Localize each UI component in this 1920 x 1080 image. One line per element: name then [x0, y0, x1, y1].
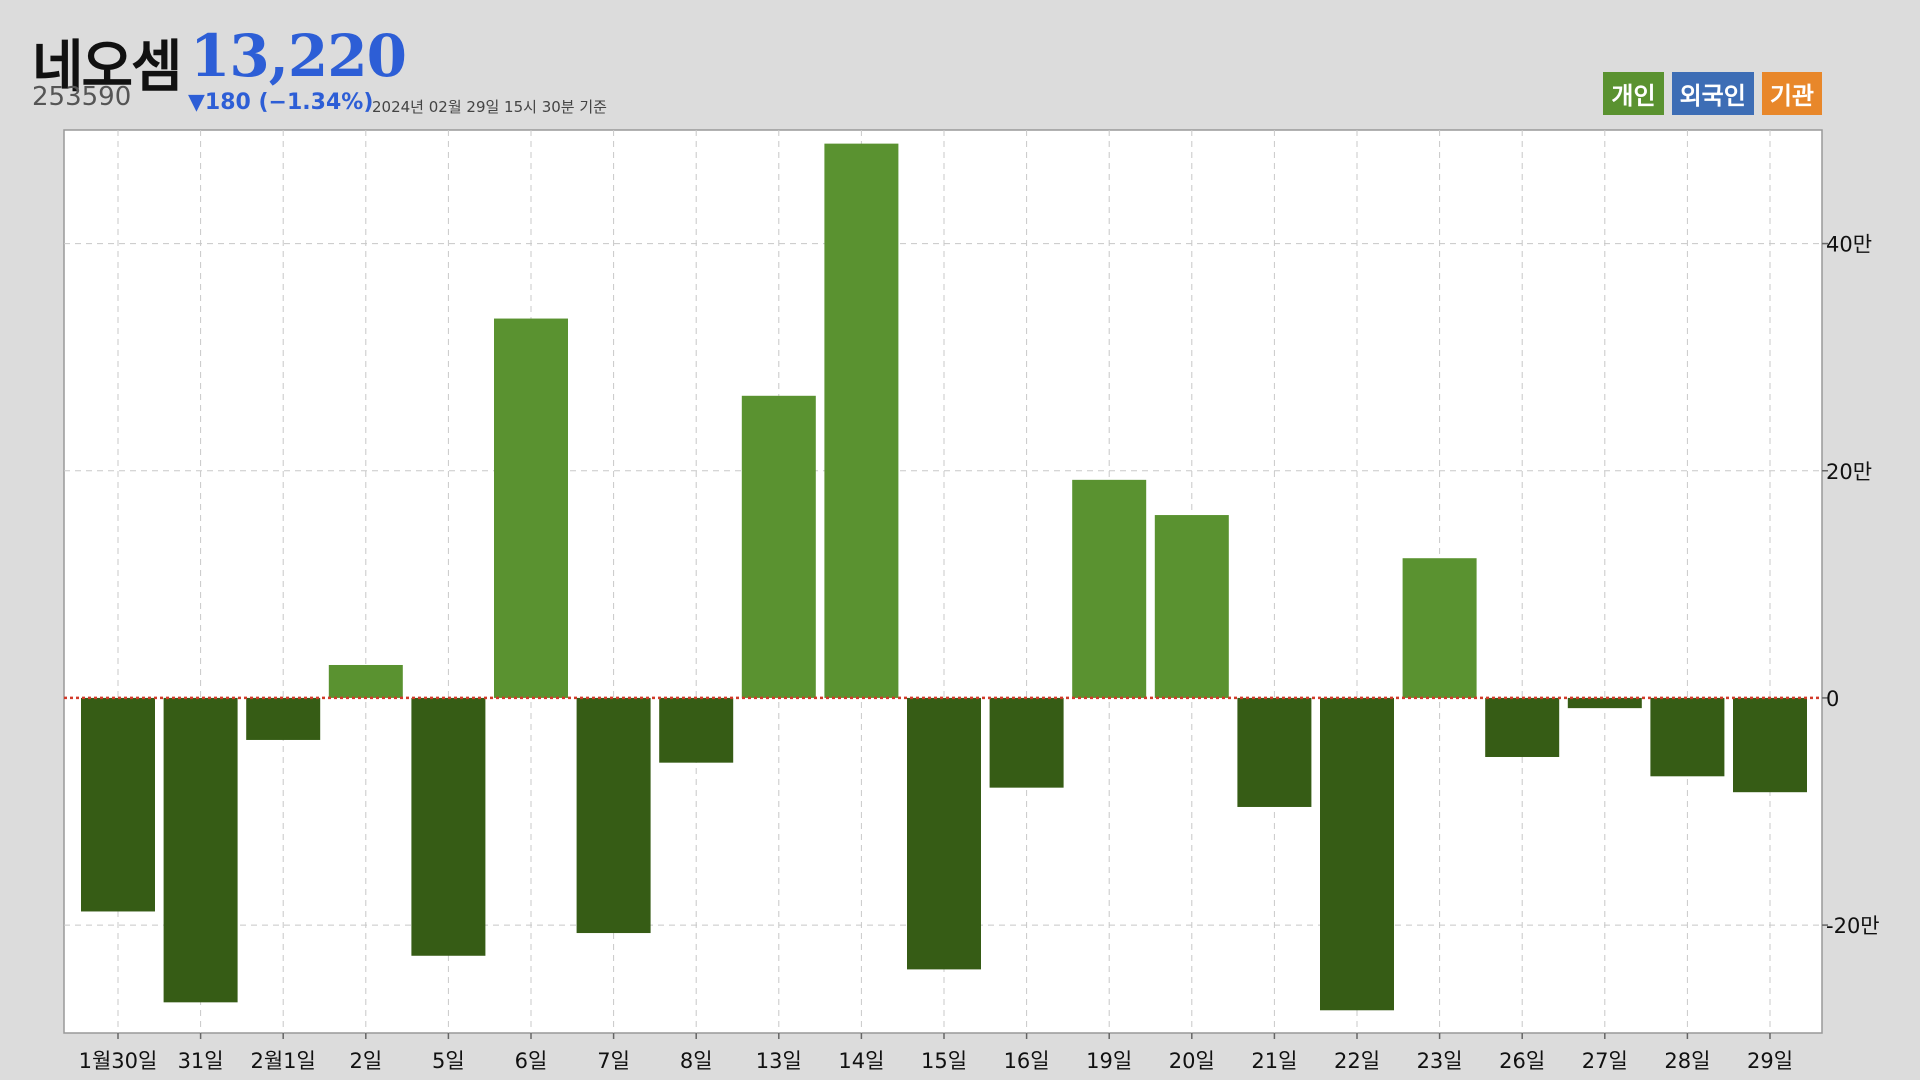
legend-item-individual[interactable]: 개인 — [1603, 72, 1664, 115]
price-change: ▼180 (−1.34%) — [188, 90, 374, 115]
stock-price: 13,220 — [190, 22, 407, 90]
chart-header: 네오셈 13,220 253590 ▼180 (−1.34%) 2024년 02… — [0, 0, 1920, 130]
x-tick-label: 2월1일 — [251, 1049, 316, 1073]
x-tick-label: 26일 — [1499, 1049, 1545, 1073]
y-tick-label: -20만 — [1826, 914, 1880, 938]
bar — [1650, 697, 1725, 777]
x-tick-label: 16일 — [1004, 1049, 1050, 1073]
legend-item-institution[interactable]: 기관 — [1761, 72, 1822, 115]
x-tick-label: 2일 — [349, 1049, 382, 1073]
x-tick-label: 1월30일 — [79, 1049, 158, 1073]
x-tick-label: 28일 — [1664, 1049, 1710, 1073]
bar — [1402, 558, 1477, 698]
x-tick-label: 23일 — [1417, 1049, 1463, 1073]
timestamp: 2024년 02월 29일 15시 30분 기준 — [372, 98, 607, 116]
bar — [907, 697, 981, 970]
bar — [1072, 479, 1147, 698]
bar — [411, 697, 486, 956]
bar — [1237, 697, 1312, 807]
x-tick-label: 13일 — [756, 1049, 802, 1073]
bar — [1154, 515, 1229, 698]
bar — [494, 318, 568, 698]
bar — [576, 697, 651, 934]
legend: 개인 외국인 기관 — [1603, 72, 1822, 115]
bar — [163, 697, 238, 1003]
y-tick-label: 0 — [1826, 687, 1839, 711]
x-tick-label: 27일 — [1582, 1049, 1628, 1073]
bar — [824, 143, 899, 698]
x-tick-label: 22일 — [1334, 1049, 1380, 1073]
x-tick-label: 15일 — [921, 1049, 967, 1073]
x-tick-label: 29일 — [1747, 1049, 1793, 1073]
x-tick-label: 5일 — [432, 1049, 465, 1073]
x-tick-label: 21일 — [1251, 1049, 1297, 1073]
x-tick-label: 7일 — [597, 1049, 630, 1073]
legend-item-foreign[interactable]: 외국인 — [1671, 72, 1754, 115]
x-tick-label: 14일 — [838, 1049, 884, 1073]
stock-name: 네오셈 — [32, 35, 183, 100]
bar — [81, 697, 155, 912]
bar — [246, 697, 321, 740]
bar — [1733, 697, 1807, 793]
y-tick-label: 40만 — [1826, 233, 1872, 257]
x-tick-label: 20일 — [1169, 1049, 1215, 1073]
bar — [741, 395, 816, 698]
bar — [989, 697, 1064, 788]
bar — [1485, 697, 1560, 757]
bar — [328, 664, 403, 698]
x-tick-label: 31일 — [178, 1049, 224, 1073]
x-tick-label: 19일 — [1086, 1049, 1132, 1073]
bar — [659, 697, 734, 763]
y-tick-label: 20만 — [1826, 460, 1872, 484]
bar — [1567, 697, 1642, 709]
x-tick-label: 6일 — [515, 1049, 548, 1073]
x-tick-label: 8일 — [680, 1049, 713, 1073]
bar — [1320, 697, 1394, 1011]
stock-code: 253590 — [32, 82, 132, 112]
